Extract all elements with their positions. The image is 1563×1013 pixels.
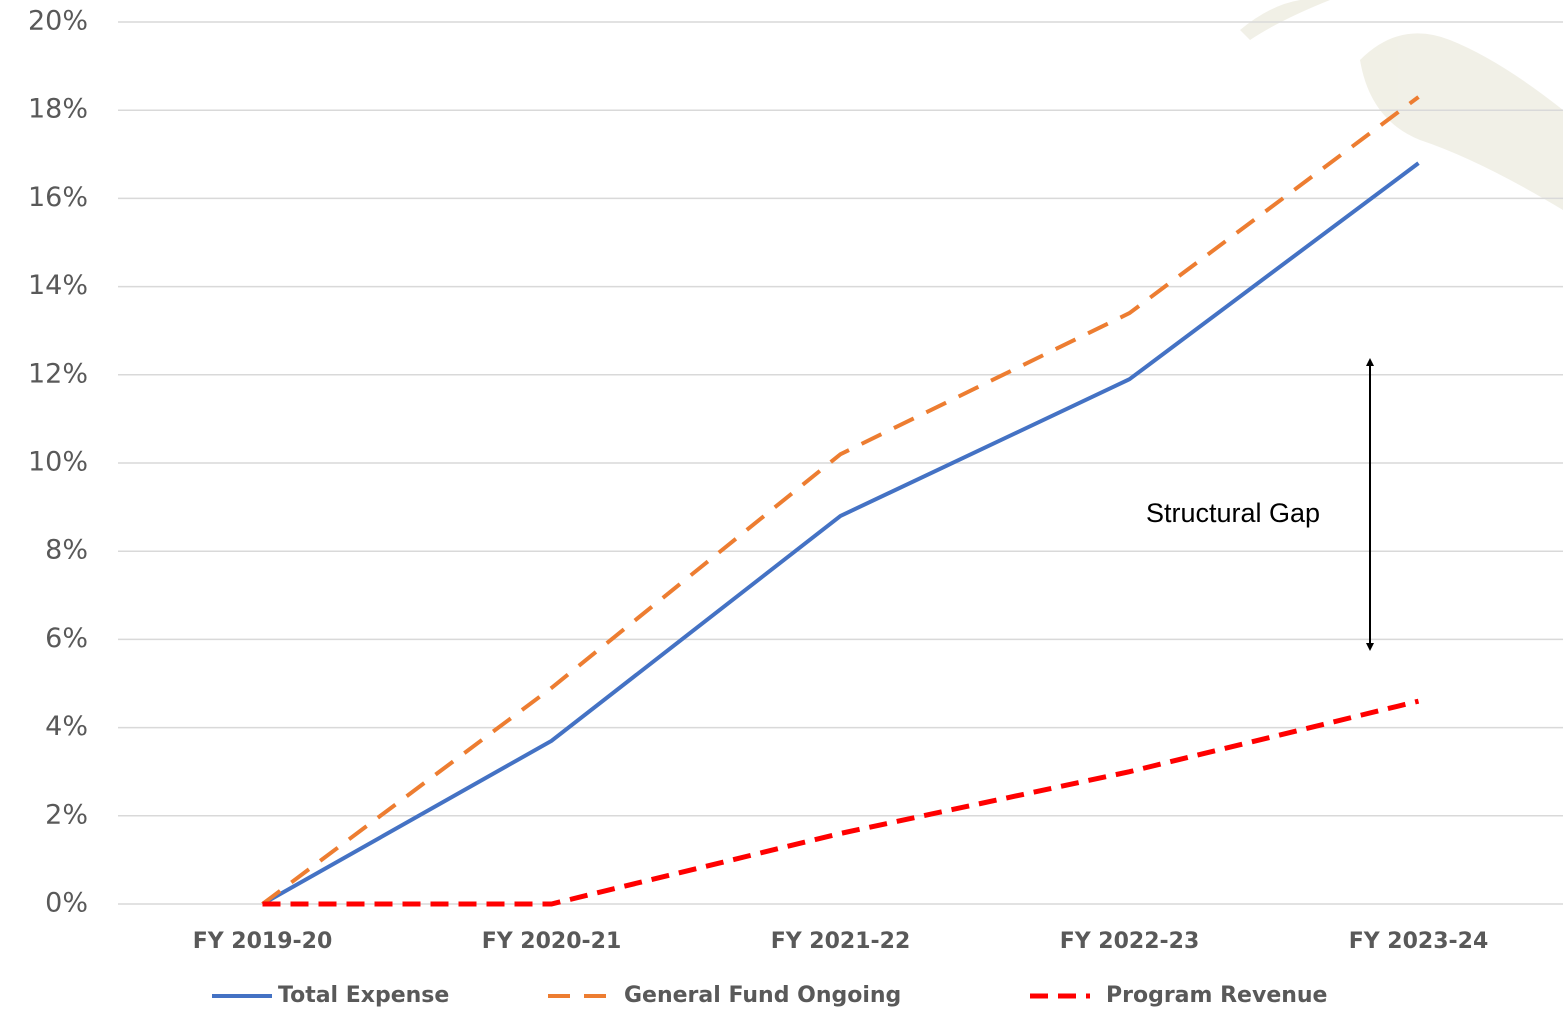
annotation: Structural Gap [1146,498,1320,528]
y-tick-label: 8% [45,535,88,566]
y-tick-label: 14% [28,270,88,301]
y-tick-label: 4% [45,711,88,742]
y-tick-label: 10% [28,447,88,478]
x-tick-label: FY 2021-22 [771,929,911,954]
legend-label: General Fund Ongoing [624,983,901,1008]
chart: 0% 2% 4% 6% 8% 10% 12% 14% 16% 18% 20% FY 2019-20 FY… [0,0,1563,1013]
y-tick-label: 6% [45,623,88,654]
y-tick-label: 16% [28,182,88,213]
legend-label: Total Expense [278,983,449,1008]
y-tick-label: 12% [28,358,88,389]
x-tick-label: FY 2020-21 [482,929,622,954]
watermark [1240,0,1563,210]
series-line [263,163,1419,904]
x-tick-label: FY 2023-24 [1349,929,1489,954]
y-tick-label: 2% [45,799,88,830]
y-tick-label: 20% [28,6,88,37]
legend-label: Program Revenue [1106,983,1327,1008]
y-tick-label: 0% [45,888,88,919]
series-line [263,701,1419,904]
x-tick-label: FY 2022-23 [1060,929,1200,954]
x-tick-label: FY 2019-20 [193,929,333,954]
y-tick-label: 18% [28,94,88,125]
